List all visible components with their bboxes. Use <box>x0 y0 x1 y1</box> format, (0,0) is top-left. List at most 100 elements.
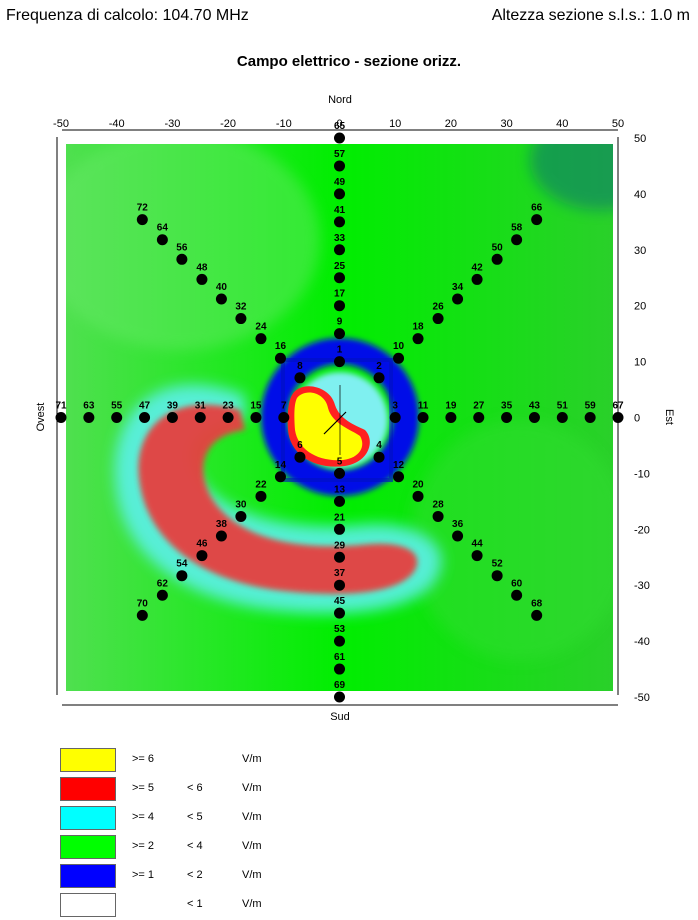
legend-ge: >= 4 <box>132 811 155 823</box>
measurement-point <box>334 607 345 619</box>
point-label: 38 <box>216 519 228 530</box>
point-label: 33 <box>334 233 346 244</box>
point-label: 63 <box>83 401 95 412</box>
measurement-point <box>417 412 429 423</box>
x-tick-label: -20 <box>220 118 236 130</box>
legend-swatch <box>60 893 116 917</box>
measurement-point <box>373 451 385 463</box>
point-label: 47 <box>139 401 151 412</box>
measurement-point <box>111 412 123 423</box>
legend-swatch <box>60 806 116 830</box>
measurement-point <box>501 412 513 423</box>
measurement-point <box>334 691 345 703</box>
point-label: 65 <box>334 121 346 132</box>
measurement-point <box>334 467 345 479</box>
point-label: 27 <box>473 401 485 412</box>
y-tick-label: -50 <box>634 692 650 704</box>
measurement-point <box>491 253 503 265</box>
y-tick-label: 30 <box>634 245 646 257</box>
point-label: 57 <box>334 149 346 160</box>
measurement-point <box>196 550 208 562</box>
point-label: 12 <box>393 460 405 471</box>
x-tick-label: -30 <box>164 118 180 130</box>
measurement-point <box>334 272 345 284</box>
legend-swatch <box>60 748 116 772</box>
point-label: 67 <box>612 401 624 412</box>
measurement-point <box>294 451 306 463</box>
legend-swatch <box>60 835 116 859</box>
measurement-point <box>334 300 345 312</box>
point-label: 28 <box>433 499 445 510</box>
legend-row: >= 2 < 4 V/m <box>60 833 480 862</box>
y-tick-label: -10 <box>634 468 650 480</box>
point-label: 42 <box>472 262 484 273</box>
legend-unit: V/m <box>242 753 262 765</box>
point-label: 7 <box>281 401 287 412</box>
measurement-point <box>612 412 624 423</box>
measurement-point <box>334 635 345 647</box>
legend-unit: V/m <box>242 811 262 823</box>
point-label: 59 <box>585 401 597 412</box>
point-label: 17 <box>334 289 346 300</box>
measurement-point <box>452 293 464 305</box>
heatmap <box>66 144 613 691</box>
legend-lt: < 5 <box>187 811 203 823</box>
point-label: 37 <box>334 568 346 579</box>
point-label: 14 <box>275 460 287 471</box>
legend-row: >= 5 < 6 V/m <box>60 775 480 804</box>
measurement-point <box>274 471 286 483</box>
point-label: 23 <box>223 401 235 412</box>
point-label: 45 <box>334 596 346 607</box>
legend-lt: < 6 <box>187 782 203 794</box>
measurement-point <box>235 313 247 325</box>
measurement-point <box>278 412 290 423</box>
legend-lt: < 4 <box>187 840 203 852</box>
legend-row: >= 6 V/m <box>60 746 480 775</box>
measurement-point <box>334 216 345 228</box>
point-label: 68 <box>531 598 543 609</box>
x-tick-label: 30 <box>500 118 512 130</box>
x-tick-label: 0 <box>336 118 342 130</box>
y-tick-label: 20 <box>634 301 646 313</box>
measurement-point <box>250 412 262 423</box>
measurement-point <box>215 530 227 542</box>
measurement-point <box>393 352 405 364</box>
measurement-point <box>471 273 483 285</box>
x-tick-label: -40 <box>109 118 125 130</box>
point-label: 5 <box>337 456 343 467</box>
measurement-point <box>334 495 345 507</box>
point-label: 10 <box>393 341 405 352</box>
measurement-point <box>445 412 457 423</box>
point-label: 40 <box>216 282 228 293</box>
legend-ge: >= 5 <box>132 782 155 794</box>
legend: >= 6 V/m >= 5 < 6 V/m >= 4 < 5 V/m >= 2 < 4 V/m >= … <box>60 746 480 920</box>
measurement-point <box>511 234 523 246</box>
point-label: 6 <box>297 440 303 451</box>
legend-unit: V/m <box>242 782 262 794</box>
point-label: 46 <box>196 539 208 550</box>
measurement-point <box>334 244 345 256</box>
measurement-point <box>334 132 345 144</box>
point-label: 3 <box>392 401 398 412</box>
measurement-point <box>166 412 178 423</box>
point-label: 4 <box>376 440 382 451</box>
frequency-label: Frequenza di calcolo: 104.70 MHz <box>6 7 249 24</box>
north-label: Nord <box>328 94 352 106</box>
point-label: 64 <box>157 223 169 234</box>
point-label: 50 <box>492 242 504 253</box>
point-label: 16 <box>275 341 287 352</box>
measurement-point <box>215 293 227 305</box>
measurement-point <box>511 589 523 601</box>
point-label: 56 <box>176 242 188 253</box>
measurement-point <box>389 412 401 423</box>
legend-ge: >= 2 <box>132 840 155 852</box>
measurement-point <box>235 510 247 522</box>
measurement-point <box>393 471 405 483</box>
y-tick-label: -40 <box>634 636 650 648</box>
point-label: 24 <box>255 322 267 333</box>
measurement-point <box>222 412 234 423</box>
y-tick-label: 10 <box>634 357 646 369</box>
measurement-point <box>412 490 424 502</box>
point-label: 19 <box>445 401 457 412</box>
